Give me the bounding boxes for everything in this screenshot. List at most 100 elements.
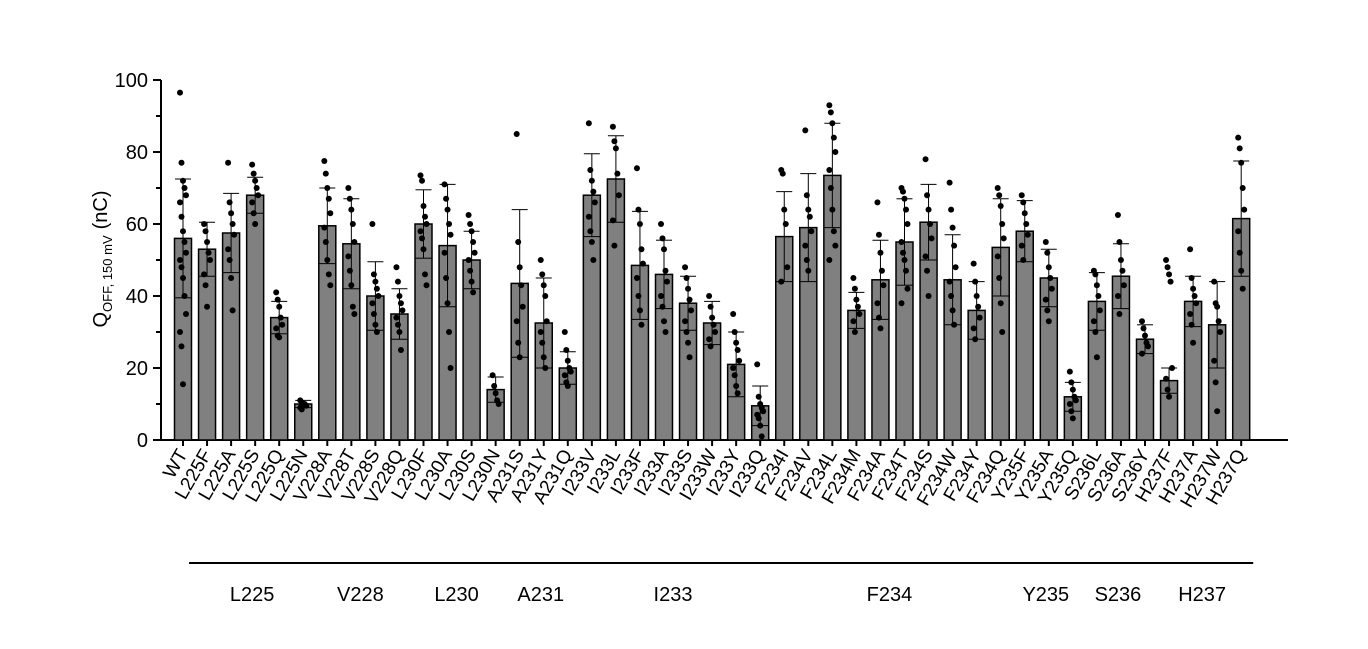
data-point	[686, 354, 693, 361]
data-point	[826, 167, 833, 173]
data-point	[1188, 275, 1195, 281]
data-point	[1000, 235, 1007, 242]
data-point	[707, 343, 714, 350]
data-point	[231, 231, 238, 238]
data-point	[201, 221, 208, 227]
data-point	[1023, 221, 1030, 227]
data-point	[1145, 343, 1151, 350]
data-point	[1190, 339, 1197, 346]
data-point	[754, 361, 761, 368]
data-point	[446, 221, 453, 227]
data-point	[730, 311, 737, 317]
data-point	[495, 401, 502, 407]
data-point	[806, 213, 813, 220]
data-point	[757, 422, 764, 429]
data-point	[900, 188, 906, 195]
data-point	[1140, 325, 1147, 332]
data-point	[515, 339, 522, 346]
data-point	[561, 372, 568, 379]
data-point	[252, 177, 259, 184]
data-point	[999, 221, 1006, 227]
data-point	[590, 257, 597, 263]
group-label: F234	[867, 584, 913, 606]
data-point	[948, 206, 955, 213]
data-point	[1047, 275, 1054, 281]
data-point	[1187, 246, 1194, 253]
data-point	[925, 293, 932, 299]
data-point	[925, 206, 932, 213]
data-point	[755, 393, 762, 400]
data-point	[325, 195, 332, 202]
data-point	[1139, 350, 1145, 357]
data-point	[1163, 375, 1170, 382]
data-point	[419, 235, 425, 242]
data-point	[1020, 257, 1027, 263]
data-point	[736, 357, 743, 364]
data-point	[878, 267, 885, 274]
data-point	[901, 257, 908, 263]
data-point	[591, 199, 598, 206]
data-point	[1093, 282, 1100, 289]
data-point	[611, 242, 618, 249]
data-point	[513, 131, 520, 137]
y-axis-label-sub: OFF, 150 mV	[100, 235, 115, 312]
data-point	[346, 267, 353, 274]
data-point	[226, 199, 233, 206]
data-point	[470, 239, 477, 245]
data-point	[733, 383, 740, 389]
data-point	[183, 192, 189, 199]
data-point	[994, 185, 1001, 191]
data-point	[658, 293, 664, 299]
data-point	[712, 329, 719, 335]
data-point	[177, 257, 183, 263]
data-point	[1235, 228, 1242, 235]
data-point	[178, 213, 185, 220]
data-point	[661, 246, 667, 253]
data-point	[1164, 264, 1171, 271]
data-point	[636, 307, 643, 314]
data-point	[1191, 293, 1198, 299]
data-point	[638, 321, 645, 328]
data-point	[1236, 249, 1243, 256]
data-point	[611, 138, 618, 145]
data-point	[1119, 267, 1126, 274]
data-point	[730, 365, 737, 371]
data-point	[420, 203, 427, 209]
data-point	[928, 235, 935, 242]
data-point	[877, 249, 884, 256]
data-point	[1072, 397, 1079, 404]
data-point	[802, 242, 809, 249]
data-point	[563, 347, 570, 353]
data-point	[1045, 318, 1052, 325]
data-point	[1142, 332, 1148, 339]
data-point	[1190, 285, 1197, 292]
data-point	[874, 300, 881, 307]
data-point	[348, 282, 355, 289]
data-point	[177, 89, 183, 96]
data-point	[518, 282, 525, 289]
data-point	[952, 264, 959, 271]
group-label: L230	[434, 584, 479, 606]
data-point	[760, 408, 767, 415]
data-point	[996, 275, 1003, 281]
data-point	[471, 249, 478, 256]
data-point	[803, 257, 810, 263]
data-point	[731, 372, 738, 379]
data-point	[755, 415, 762, 422]
data-point	[276, 303, 283, 310]
data-point	[539, 271, 546, 278]
data-point	[1164, 386, 1171, 393]
data-point	[327, 210, 334, 217]
data-point	[321, 158, 328, 164]
data-point	[805, 267, 812, 274]
data-point	[948, 293, 955, 299]
data-point	[564, 383, 571, 389]
data-point	[851, 329, 858, 335]
data-point	[422, 213, 428, 220]
data-point	[924, 192, 931, 199]
data-point	[635, 206, 642, 213]
group-label: S236	[1095, 584, 1142, 606]
data-point	[255, 192, 262, 199]
data-point	[274, 296, 281, 303]
data-point	[875, 314, 882, 321]
